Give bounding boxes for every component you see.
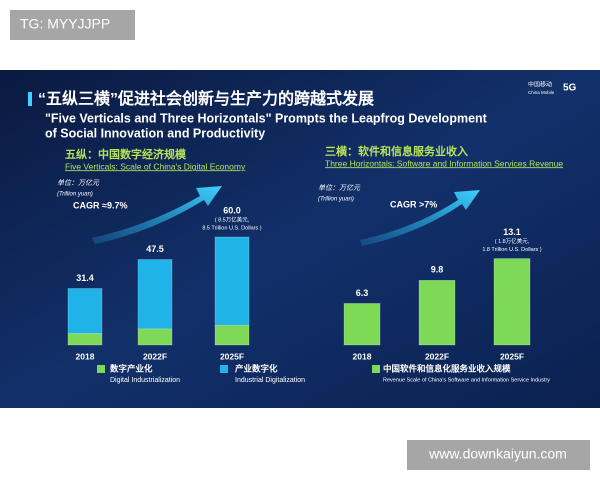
unit: 单位：万亿元 [57,179,100,187]
chart-title: 三横：软件和信息服务业收入 [325,144,468,158]
legend-swatch [97,365,105,373]
value-label: 31.4 [76,273,94,283]
legend-swatch [372,365,380,373]
legend-label: Revenue Scale of China's Software and In… [383,377,550,383]
bar [137,328,173,346]
x-tick-label: 2018 [353,351,372,361]
x-tick-label: 2022F [143,351,167,361]
unit: 单位：万亿元 [318,184,361,192]
note: 1.8 Trillion U.S. Dollars ) [482,247,541,253]
value-label: 60.0 [223,205,241,215]
watermark: www.downkaiyun.com [428,446,567,462]
chart-subtitle: Five Verticals: Scale of China's Digital… [65,161,246,171]
x-tick-label: 2022F [425,351,449,361]
annotation: CAGR ≈9.7% [73,200,127,210]
x-tick-label: 2025F [220,351,244,361]
note: ( 1.8万亿美元, [495,237,530,245]
note: ( 8.5万亿美元, [215,215,250,223]
slide-title: “五纵三横”促进社会创新与生产力的跨越式发展 [38,89,375,108]
note: 8.5 Trillion U.S. Dollars ) [202,225,261,231]
bar [67,333,103,346]
legend-label: Industrial Digitalization [235,377,305,384]
value-label: 13.1 [503,227,521,237]
legend-label: 产业数字化 [235,363,278,373]
bar [67,288,103,334]
legend-label: Digital Industrialization [110,377,180,384]
value-label: 9.8 [431,265,444,275]
logo-text: China Mobile [528,90,555,95]
value-label: 6.3 [356,288,369,298]
growth-arrow [92,186,222,244]
chart-title: 五纵：中国数字经济规模 [65,147,187,161]
slide-title-en: "Five Verticals and Three Horizontals" P… [45,111,488,125]
bar [493,258,531,346]
bar [137,259,173,330]
watermark-box [407,440,590,470]
watermark-box [10,10,135,40]
value-label: 47.5 [146,244,164,254]
bar [343,303,381,346]
legend-label: 中国软件和信息化服务业收入规模 [383,363,511,373]
bar [214,324,250,346]
chart-subtitle: Three Horizontals: Software and Informat… [325,158,563,168]
bar [418,280,456,346]
x-tick-label: 2018 [76,351,95,361]
title-accent [28,92,32,106]
slide-title-en: of Social Innovation and Productivity [45,126,265,140]
watermark: TG: MYYJJPP [20,16,110,32]
unit: (Trillion yuan) [318,197,354,203]
annotation: CAGR >7% [390,199,437,209]
bar [214,236,250,326]
legend-swatch [220,365,228,373]
unit: (Trillion yuan) [57,192,93,198]
legend-label: 数字产业化 [110,363,153,373]
logo-text: 中国移动 [528,81,552,89]
logo-5g: 5G [563,83,577,94]
x-tick-label: 2025F [500,351,524,361]
growth-arrow [360,190,480,246]
